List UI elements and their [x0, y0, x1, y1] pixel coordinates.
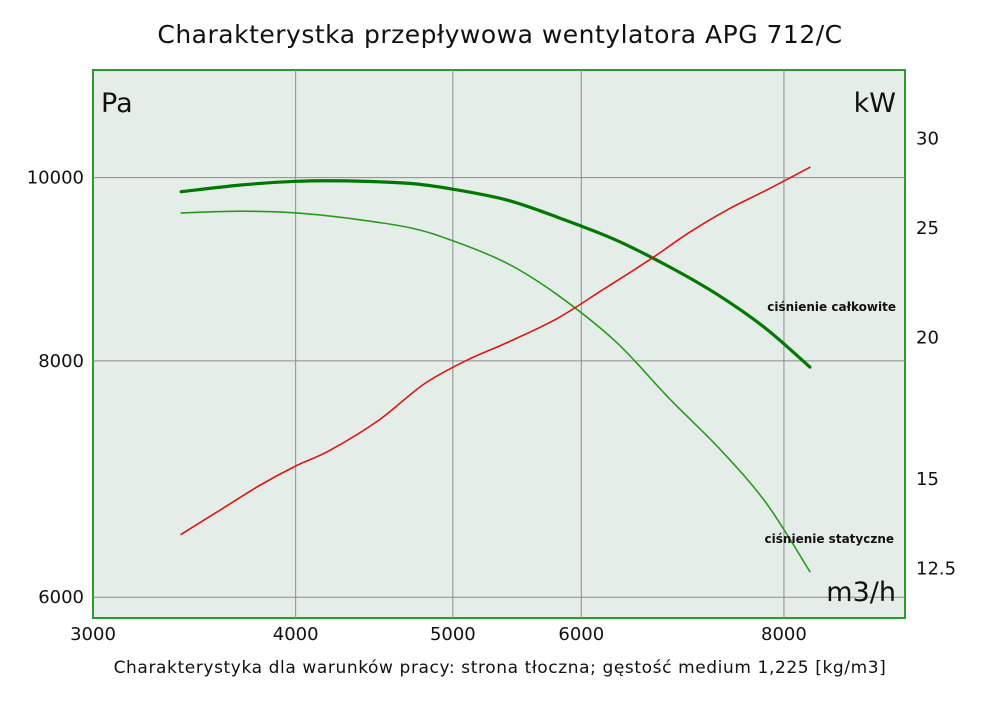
chart-title: Charakterystka przepływowa wentylatora A… — [157, 20, 843, 49]
x-tick-label: 4000 — [273, 624, 319, 645]
grid-lines — [93, 70, 905, 618]
series-lines — [179, 166, 812, 573]
y-tick-label: 6000 — [38, 587, 84, 608]
x-tick-label: 6000 — [558, 624, 604, 645]
power-curve — [180, 166, 811, 536]
total-pressure-label: ciśnienie całkowite — [767, 300, 896, 314]
y-tick-label: 10000 — [27, 168, 84, 189]
static-pressure-curve — [180, 210, 811, 573]
x-axis-label: m3/h — [826, 577, 896, 608]
y2-tick-label: 30 — [916, 129, 939, 150]
x-tick-label: 3000 — [70, 624, 116, 645]
y2-tick-label: 20 — [916, 328, 939, 349]
x-tick-label: 8000 — [761, 624, 807, 645]
y2-tick-label: 25 — [916, 218, 939, 239]
y-axis-label: Pa — [101, 88, 133, 119]
chart-caption: Charakterystyka dla warunków pracy: stro… — [113, 658, 887, 678]
total-pressure-curve — [179, 179, 812, 369]
y2-tick-label: 12.5 — [916, 558, 956, 579]
y-tick-label: 8000 — [38, 351, 84, 372]
tick-labels: 3000 4000 5000 6000 8000 6000 8000 10000 12.5 15 2… — [27, 129, 956, 645]
plot-area — [92, 69, 906, 619]
x-tick-label: 5000 — [430, 624, 476, 645]
static-pressure-label: ciśnienie statyczne — [765, 532, 894, 546]
y2-tick-label: 15 — [916, 469, 939, 490]
y2-axis-label: kW — [854, 88, 896, 119]
